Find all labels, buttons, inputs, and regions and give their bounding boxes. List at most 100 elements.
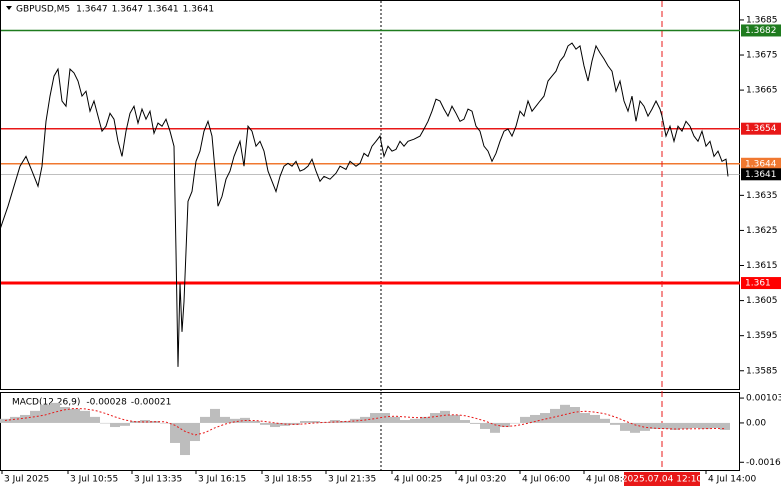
symbol: GBPUSD,M5 <box>16 5 70 15</box>
level-label: 1.3654 <box>745 124 777 134</box>
macd-bar <box>570 407 580 423</box>
x-tick-label: 3 Jul 13:35 <box>134 475 182 485</box>
macd-bar <box>430 413 440 423</box>
x-tick-label: 3 Jul 21:35 <box>328 475 376 485</box>
macd-bar <box>40 404 50 423</box>
macd-bar <box>230 418 240 423</box>
macd-bar <box>470 422 480 424</box>
macd-bar <box>480 422 490 429</box>
macd-bar <box>640 422 650 431</box>
ohlc-value: 1.3647 <box>112 5 144 15</box>
macd-bar <box>200 416 210 423</box>
macd-bar <box>270 422 280 428</box>
macd-bar <box>30 410 40 423</box>
macd-bar <box>660 422 670 429</box>
level-label-box <box>741 157 781 170</box>
macd-bar <box>590 414 600 423</box>
y-tick-label: 1.3635 <box>746 191 778 201</box>
macd-bar <box>290 422 300 425</box>
macd-bar <box>80 410 90 423</box>
x-tick-label: 4 Jul 06:00 <box>522 475 571 485</box>
y-tick-label: 1.3665 <box>746 86 778 96</box>
ohlc-value: 1.3647 <box>76 5 108 15</box>
macd-value: -0.00021 <box>131 398 171 408</box>
y-tick-label: 1.3605 <box>746 296 778 306</box>
level-label-box <box>741 24 781 37</box>
macd-bar <box>0 418 10 423</box>
macd-bar <box>110 422 120 428</box>
macd-bar <box>210 408 220 423</box>
y-tick-label: 0.00 <box>746 418 766 428</box>
x-tick-label: 3 Jul 18:55 <box>264 475 312 485</box>
macd-bar <box>550 408 560 423</box>
x-tick-label: 3 Jul 16:15 <box>198 475 246 485</box>
macd-bar <box>300 421 310 423</box>
level-label: 1.3644 <box>745 159 777 169</box>
macd-bar <box>540 413 550 423</box>
y-tick-label: 1.3625 <box>746 226 778 236</box>
macd-title: MACD(12,26,9) <box>12 398 80 408</box>
macd-bar <box>160 422 170 424</box>
cursor-label: 2025.07.04 12:10 <box>622 475 703 485</box>
y-tick-label: -0.00163 <box>746 458 781 468</box>
macd-bar <box>610 422 620 425</box>
macd-value: -0.00028 <box>86 398 127 408</box>
macd-bar <box>50 402 60 423</box>
x-tick-label: 4 Jul 14:00 <box>708 475 757 485</box>
macd-bar <box>100 422 110 424</box>
level-label-box <box>741 122 781 135</box>
x-tick-label: 3 Jul 10:55 <box>70 475 118 485</box>
macd-bar <box>10 416 20 423</box>
macd-bar <box>450 414 460 423</box>
macd-bar <box>420 416 430 423</box>
level-label-box <box>741 168 781 181</box>
macd-bar <box>490 422 500 433</box>
level-label: 1.361 <box>745 279 771 289</box>
main-frame <box>0 0 740 390</box>
y-tick-label: 0.00103 <box>746 394 781 404</box>
macd-bar <box>650 422 660 429</box>
macd-bar <box>600 418 610 423</box>
macd-bar <box>250 421 260 423</box>
macd-bar <box>630 422 640 433</box>
macd-bar <box>330 420 340 423</box>
macd-bar <box>620 422 630 431</box>
macd-bar <box>710 422 720 428</box>
y-tick-label: 1.3685 <box>746 15 778 25</box>
x-tick-label: 3 Jul 2025 <box>4 475 49 485</box>
macd-bar <box>370 413 380 423</box>
macd-bar <box>120 422 130 426</box>
macd-bar <box>440 410 450 423</box>
macd-bar <box>580 413 590 423</box>
ohlc-value: 1.3641 <box>183 5 215 15</box>
macd-bar <box>260 422 270 425</box>
macd-bar <box>180 422 190 456</box>
y-tick-label: 1.3615 <box>746 261 778 271</box>
signal-line <box>4 407 726 436</box>
macd-bar <box>690 422 700 428</box>
macd-bar <box>310 421 320 423</box>
macd-bar <box>400 420 410 423</box>
menu-icon <box>6 6 12 10</box>
y-tick-label: 1.3585 <box>746 366 778 376</box>
macd-bar <box>670 422 680 430</box>
y-tick-label: 1.3595 <box>746 331 778 341</box>
y-tick-label: 1.3675 <box>746 51 778 61</box>
macd-frame <box>0 392 740 471</box>
macd-bar <box>90 416 100 423</box>
macd-bar <box>560 404 570 423</box>
x-tick-label: 4 Jul 08:40 <box>586 475 635 485</box>
macd-bar <box>680 422 690 429</box>
ohlc-value: 1.3641 <box>147 5 179 15</box>
macd-bar <box>500 422 510 428</box>
level-label: 1.3682 <box>745 26 777 36</box>
level-label-box <box>741 277 781 290</box>
macd-bar <box>220 416 230 423</box>
macd-bar <box>510 422 520 424</box>
macd-bar <box>720 422 730 430</box>
macd-bar <box>520 416 530 423</box>
x-tick-label: 4 Jul 00:25 <box>394 475 442 485</box>
macd-bar <box>20 414 30 423</box>
